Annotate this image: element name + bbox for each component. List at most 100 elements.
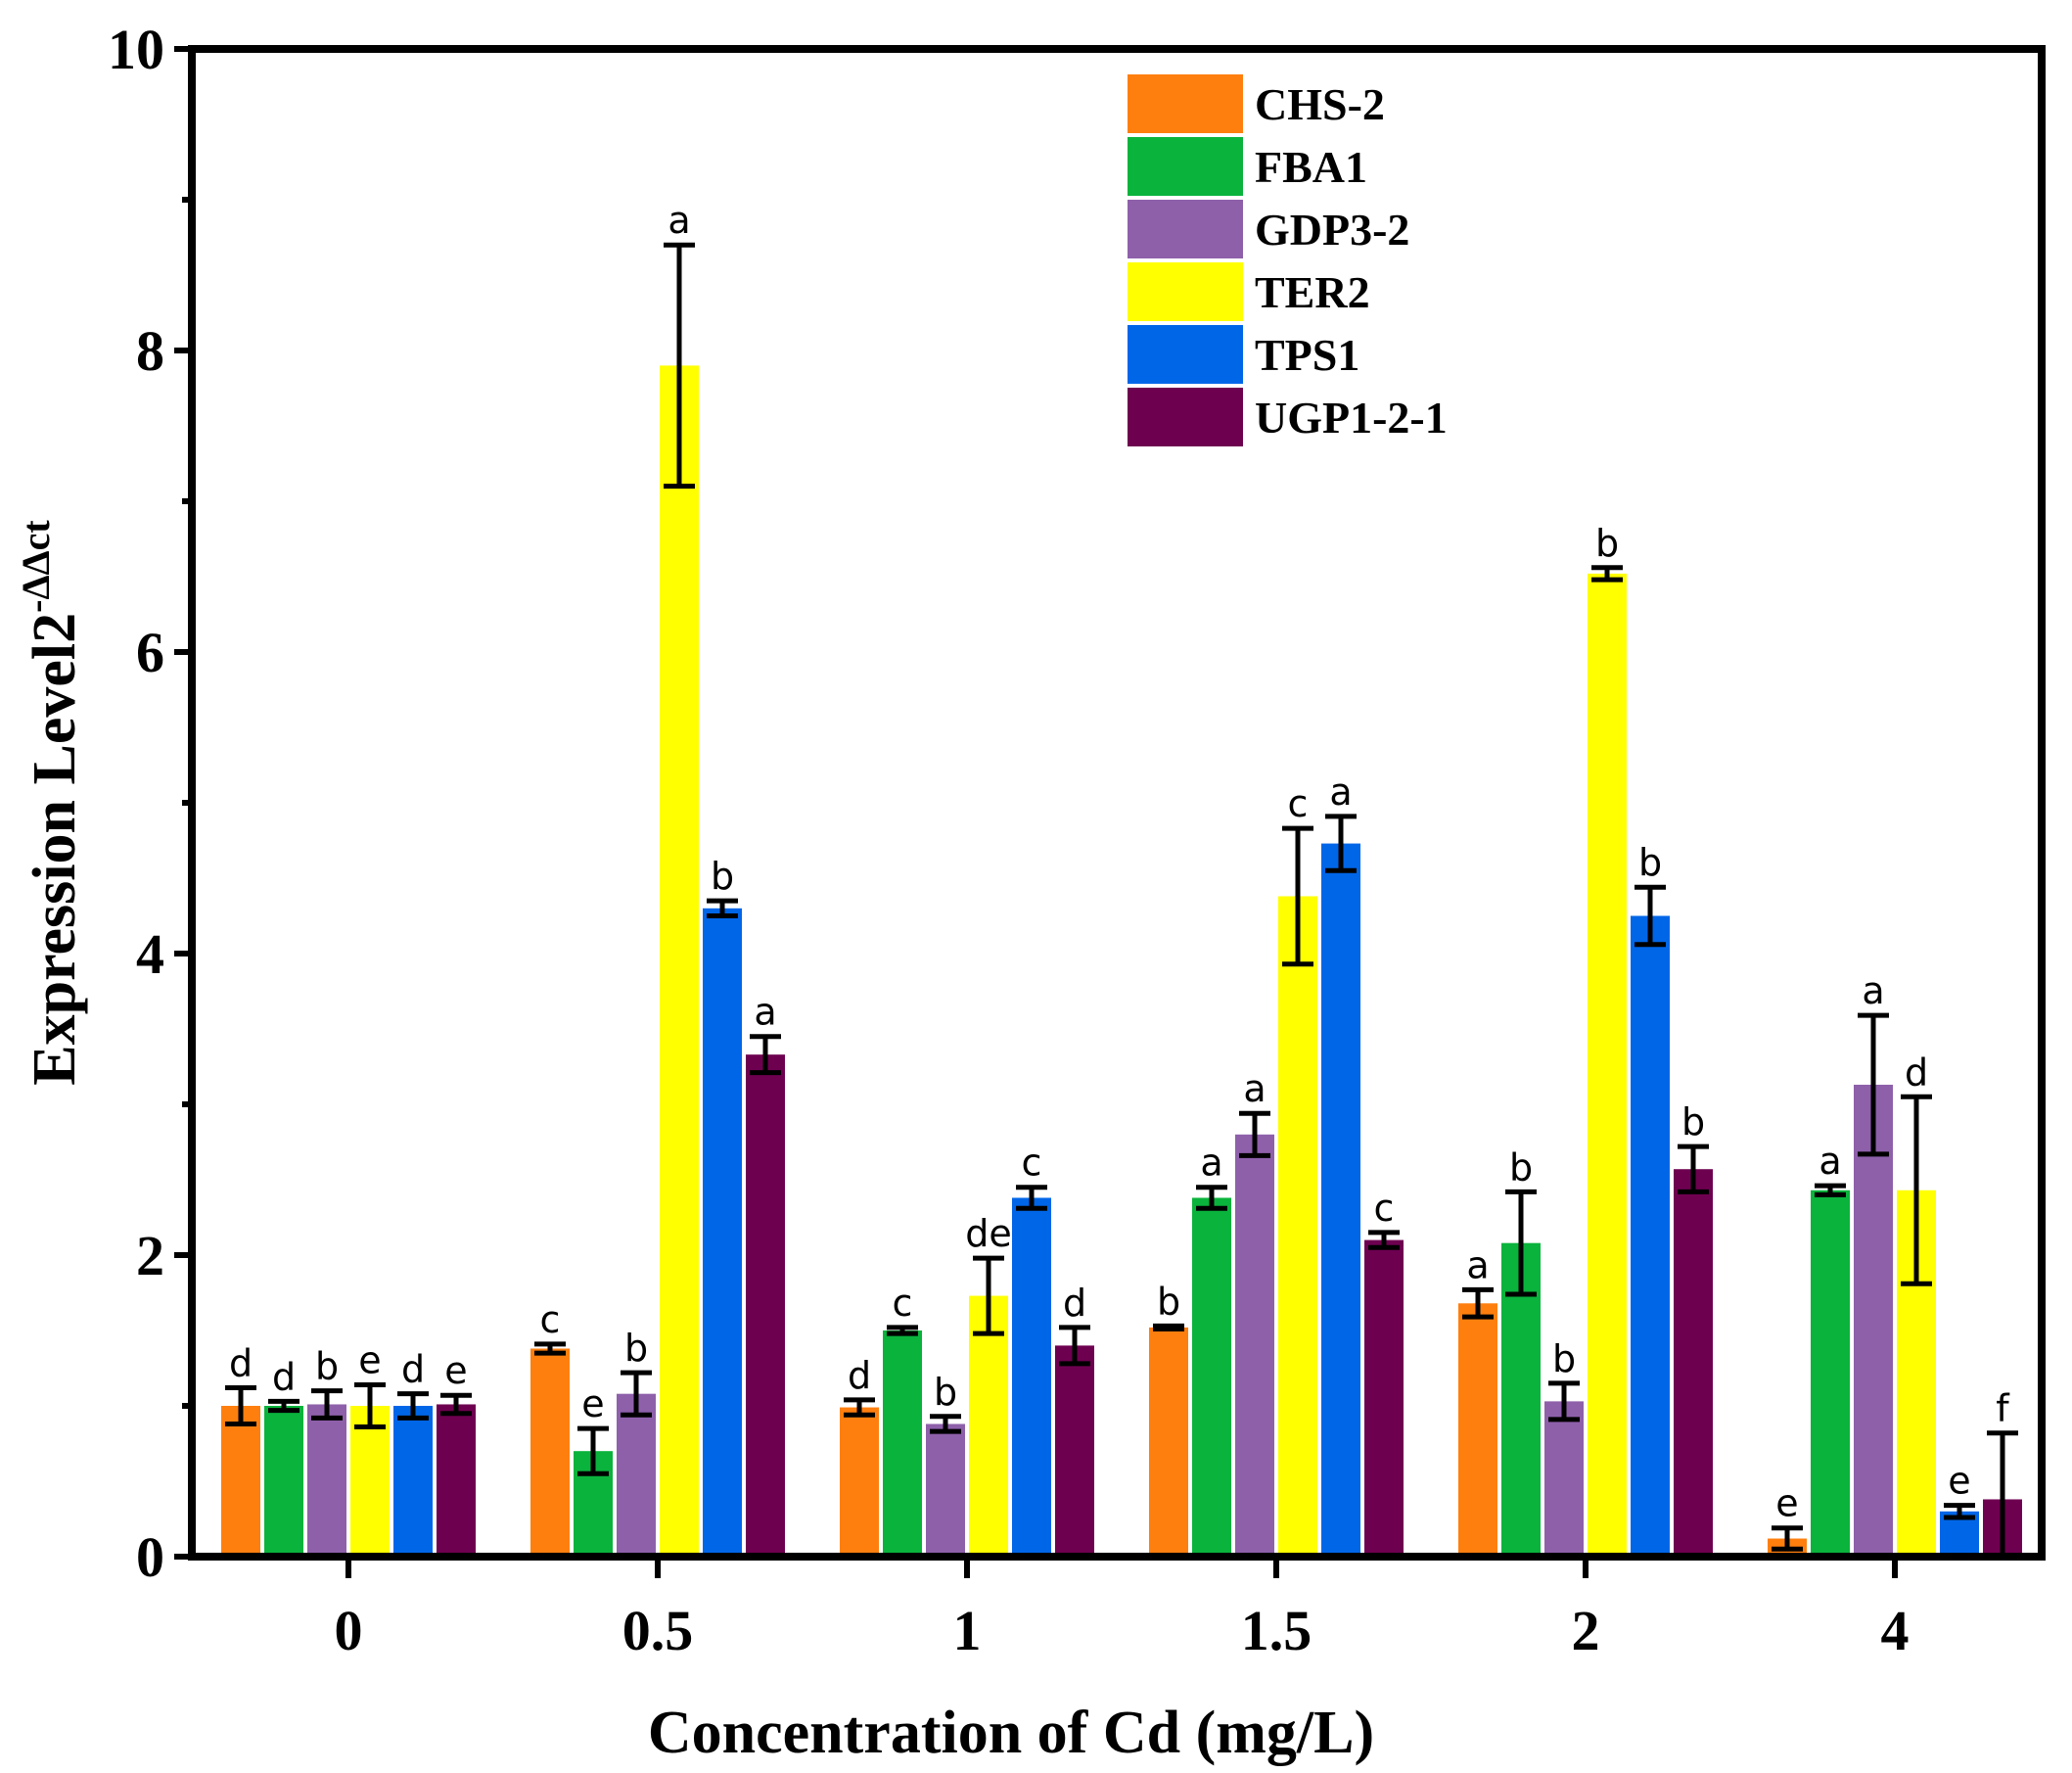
y-tick-label: 8 [136, 319, 164, 383]
error-bar-GDP3-2-1 [930, 1414, 961, 1434]
significance-label-FBA1-0: d [272, 1355, 296, 1398]
significance-label-TER2-0: e [358, 1338, 381, 1381]
bar-CHS-2-0 [221, 1406, 260, 1557]
significance-label-CHS-2-4: e [1775, 1482, 1798, 1525]
x-tick-label: 1 [953, 1599, 982, 1662]
bar-GDP3-2-1 [926, 1423, 965, 1557]
error-bar-TPS1-1.5 [1325, 814, 1357, 873]
significance-label-CHS-2-0.5: c [540, 1298, 561, 1341]
bar-GDP3-2-0.5 [617, 1393, 656, 1557]
error-bar-TER2-2 [1591, 565, 1623, 583]
significance-label-TPS1-0: d [401, 1348, 425, 1391]
legend-swatch-UGP1-2-1 [1128, 388, 1243, 446]
error-bar-UGP1-2-1-2 [1678, 1143, 1709, 1194]
legend-label-TPS1: TPS1 [1255, 330, 1359, 380]
error-bar-FBA1-0.5 [577, 1425, 609, 1476]
significance-label-TPS1-1: c [1022, 1142, 1042, 1185]
significance-label-TER2-4: d [1905, 1050, 1928, 1094]
legend-label-TER2: TER2 [1255, 267, 1370, 317]
error-bar-TER2-1 [973, 1255, 1004, 1336]
legend-swatch-TPS1 [1128, 325, 1243, 384]
error-bar-UGP1-2-1-0.5 [750, 1034, 781, 1076]
bar-FBA1-0 [264, 1406, 303, 1557]
significance-label-FBA1-2: b [1509, 1145, 1533, 1189]
y-tick-label: 2 [136, 1224, 164, 1287]
significance-label-FBA1-1: c [893, 1282, 913, 1325]
bar-GDP3-2-2 [1544, 1401, 1584, 1557]
significance-label-CHS-2-0: d [229, 1342, 253, 1385]
bar-TPS1-1.5 [1321, 843, 1360, 1557]
bar-TPS1-0.5 [703, 908, 742, 1557]
legend-swatch-TER2 [1128, 262, 1243, 321]
x-axis-title: Concentration of Cd (mg/L) [648, 1700, 1374, 1766]
significance-label-UGP1-2-1-4: f [1996, 1387, 2010, 1430]
significance-label-UGP1-2-1-0.5: a [754, 991, 776, 1034]
error-bar-GDP3-2-0 [311, 1388, 343, 1421]
y-tick-label: 4 [136, 922, 164, 986]
significance-label-GDP3-2-4: a [1862, 969, 1884, 1012]
x-tick-label: 4 [1881, 1599, 1910, 1662]
error-bar-GDP3-2-2 [1548, 1380, 1580, 1423]
error-bar-CHS-2-2 [1462, 1286, 1494, 1320]
significance-label-FBA1-4: a [1819, 1140, 1841, 1183]
significance-label-TPS1-1.5: a [1329, 770, 1352, 814]
bar-TPS1-0 [393, 1406, 433, 1557]
y-tick-label: 0 [136, 1525, 164, 1589]
legend-swatch-FBA1 [1128, 137, 1243, 196]
significance-label-UGP1-2-1-0: e [444, 1349, 467, 1392]
error-bar-FBA1-2 [1505, 1189, 1537, 1297]
bar-TER2-2 [1588, 573, 1627, 1557]
y-axis-title-exponent: -ΔΔct [14, 520, 58, 613]
x-tick-label: 1.5 [1241, 1599, 1312, 1662]
x-tick-label: 0.5 [622, 1599, 694, 1662]
x-tick-label: 2 [1572, 1599, 1600, 1662]
significance-label-GDP3-2-0.5: b [624, 1327, 648, 1370]
bar-CHS-2-1 [840, 1407, 879, 1557]
bar-CHS-2-0.5 [530, 1348, 570, 1557]
legend-swatch-CHS-2 [1128, 74, 1243, 133]
error-bar-FBA1-4 [1815, 1183, 1846, 1197]
error-bar-GDP3-2-0.5 [621, 1370, 652, 1418]
error-bar-FBA1-1 [887, 1325, 918, 1336]
significance-label-TER2-1.5: c [1288, 782, 1309, 825]
significance-label-FBA1-0.5: e [581, 1382, 604, 1425]
significance-label-GDP3-2-2: b [1552, 1337, 1576, 1380]
significance-label-TPS1-2: b [1638, 841, 1662, 884]
x-axis: 0 0.5 1 1.5 2 4 [335, 1557, 1910, 1662]
significance-label-UGP1-2-1-1.5: c [1374, 1187, 1395, 1230]
error-bar-TPS1-1 [1016, 1185, 1047, 1211]
plot-frame [188, 45, 2046, 1561]
significance-label-GDP3-2-1.5: a [1243, 1067, 1266, 1110]
bar-TER2-0 [350, 1406, 390, 1557]
error-bar-TPS1-0.5 [707, 898, 738, 918]
significance-label-UGP1-2-1-1: d [1063, 1282, 1086, 1325]
error-bar-CHS-2-1 [844, 1397, 875, 1418]
bar-CHS-2-2 [1458, 1303, 1497, 1557]
y-axis-title-main: Expression Level [22, 643, 88, 1086]
bar-TPS1-1 [1012, 1197, 1051, 1557]
error-bar-GDP3-2-4 [1858, 1012, 1889, 1157]
error-bar-TPS1-4 [1944, 1503, 1975, 1520]
significance-label-FBA1-1.5: a [1200, 1142, 1222, 1185]
error-bar-TER2-4 [1901, 1094, 1932, 1286]
bar-GDP3-2-4 [1854, 1084, 1893, 1557]
bar-TER2-1 [969, 1295, 1008, 1557]
bar-UGP1-2-1-2 [1674, 1169, 1713, 1557]
y-axis: 0 2 4 6 8 10 [108, 18, 192, 1589]
bar-UGP1-2-1-0 [437, 1404, 476, 1557]
error-bar-FBA1-0 [268, 1398, 299, 1414]
legend-label-CHS-2: CHS-2 [1255, 79, 1385, 129]
error-bar-CHS-2-0.5 [534, 1341, 566, 1356]
legend-label-GDP3-2: GDP3-2 [1255, 205, 1409, 255]
significance-label-GDP3-2-1: b [934, 1371, 957, 1414]
error-bar-TPS1-0 [397, 1391, 429, 1421]
legend-swatch-GDP3-2 [1128, 200, 1243, 258]
error-bar-UGP1-2-1-1 [1059, 1325, 1090, 1367]
significance-label-UGP1-2-1-2: b [1681, 1100, 1705, 1143]
x-tick-label: 0 [335, 1599, 363, 1662]
y-tick-label: 6 [136, 621, 164, 684]
error-bar-UGP1-2-1-1.5 [1368, 1230, 1400, 1250]
error-bar-FBA1-1.5 [1196, 1185, 1227, 1211]
bar-TER2-1.5 [1278, 896, 1317, 1557]
